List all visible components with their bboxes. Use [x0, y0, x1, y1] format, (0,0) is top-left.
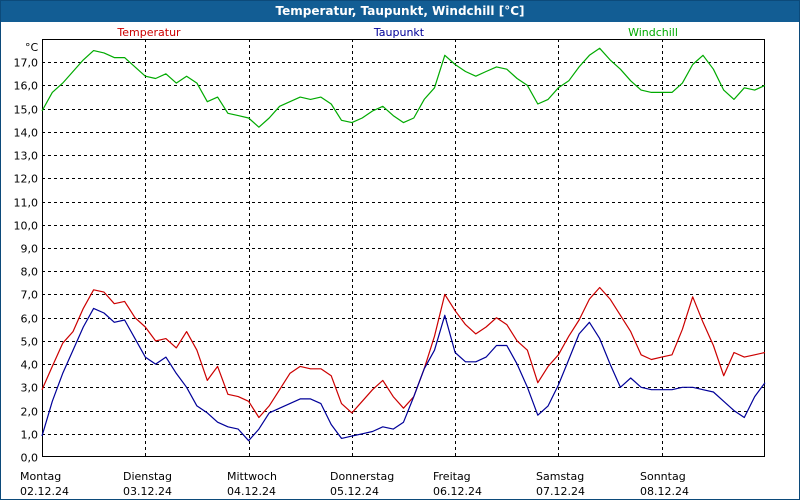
x-tick-day: Mittwoch	[227, 470, 277, 483]
x-tick-date: 04.12.24	[227, 485, 276, 498]
x-tick-date: 03.12.24	[123, 485, 172, 498]
x-tick-day: Samstag	[536, 470, 584, 483]
x-tick-date: 02.12.24	[20, 485, 69, 498]
series-line-temperatur	[41, 286, 766, 419]
y-tick-label: 7,0	[21, 289, 39, 302]
series-line-windchill	[41, 47, 766, 128]
y-tick-label: 5,0	[21, 336, 39, 349]
y-tick-label: 12,0	[14, 173, 39, 186]
grid-lines	[42, 39, 765, 457]
y-tick-label: 9,0	[21, 243, 39, 256]
legend-taupunkt: Taupunkt	[373, 26, 425, 39]
chart-title: Temperatur, Taupunkt, Windchill [°C]	[1, 1, 799, 22]
y-tick-label: 17,0	[14, 57, 39, 70]
y-tick-label: 8,0	[21, 266, 39, 279]
legend-windchill: Windchill	[628, 26, 678, 39]
x-tick-date: 05.12.24	[330, 485, 379, 498]
x-tick-date: 07.12.24	[536, 485, 585, 498]
y-axis-unit: °C	[25, 41, 39, 54]
y-tick-label: 10,0	[14, 220, 39, 233]
y-tick-label: 3,0	[21, 382, 39, 395]
x-tick-day: Donnerstag	[330, 470, 394, 483]
y-tick-label: 15,0	[14, 104, 39, 117]
y-axis: 0,0 1,0 2,0 3,0 4,0 5,0 6,0 7,0 8,0 9,0 10,0 11,0 12…	[14, 41, 39, 465]
x-tick-day: Freitag	[433, 470, 471, 483]
y-tick-label: 14,0	[14, 127, 39, 140]
x-tick-day: Montag	[20, 470, 61, 483]
legend-temperatur: Temperatur	[116, 26, 181, 39]
y-tick-label: 4,0	[21, 359, 39, 372]
x-tick-day: Dienstag	[123, 470, 172, 483]
series-line-taupunkt	[41, 307, 766, 442]
x-tick-date: 06.12.24	[433, 485, 482, 498]
series-lines	[41, 47, 766, 442]
plot-border	[42, 39, 765, 457]
y-tick-label: 13,0	[14, 150, 39, 163]
y-tick-label: 6,0	[21, 313, 39, 326]
legend: Temperatur Taupunkt Windchill	[116, 26, 678, 39]
y-tick-label: 0,0	[21, 452, 39, 465]
y-tick-label: 2,0	[21, 406, 39, 419]
y-tick-label: 11,0	[14, 197, 39, 210]
y-tick-label: 16,0	[14, 80, 39, 93]
x-tick-date: 08.12.24	[640, 485, 689, 498]
y-tick-label: 1,0	[21, 429, 39, 442]
x-axis: Montag 02.12.24 Dienstag 03.12.24 Mittwoch 04…	[20, 470, 689, 498]
x-tick-day: Sonntag	[640, 470, 686, 483]
